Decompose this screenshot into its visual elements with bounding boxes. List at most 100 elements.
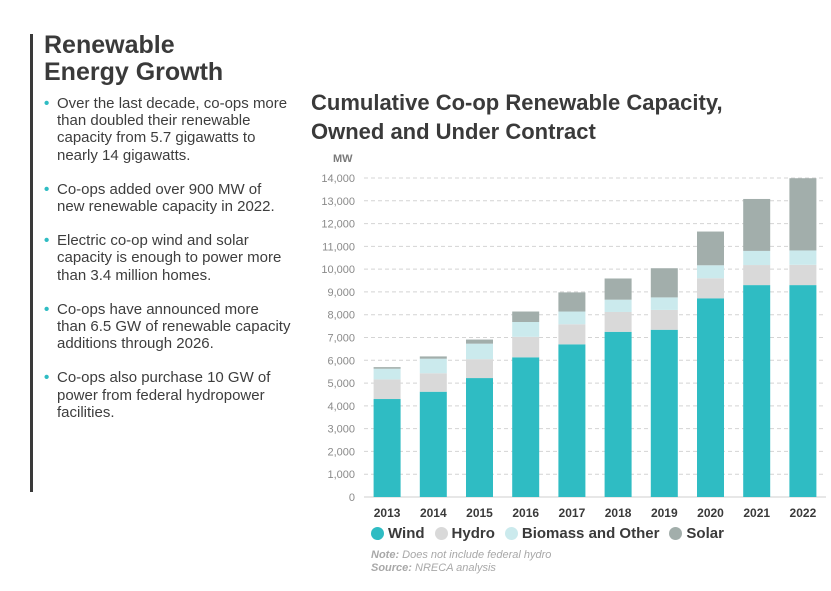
y-tick-label: 8,000 bbox=[327, 310, 355, 322]
bar-solar-2020 bbox=[697, 231, 724, 266]
bullet-item: • Co-ops also purchase 10 GW of power fro… bbox=[44, 369, 292, 421]
bar-solar-2013 bbox=[373, 367, 401, 369]
chart-title-line-2: Owned and Under Contract bbox=[311, 119, 596, 144]
bar-solar-2018 bbox=[604, 278, 632, 300]
y-tick-label: 0 bbox=[349, 492, 355, 504]
legend-label-biomass: Biomass and Other bbox=[521, 525, 660, 542]
bar-solar-2014 bbox=[419, 356, 447, 359]
bar-biomass-2021 bbox=[743, 250, 771, 266]
legend-swatch-wind bbox=[371, 527, 384, 540]
bullet-dot-icon: • bbox=[44, 369, 50, 387]
bar-hydro-2016 bbox=[512, 336, 540, 358]
bar-biomass-2020 bbox=[697, 265, 724, 279]
bar-solar-2019 bbox=[650, 268, 678, 298]
bar-wind-2020 bbox=[697, 298, 724, 497]
bar-solar-2015 bbox=[466, 339, 493, 344]
bar-hydro-2014 bbox=[419, 373, 447, 392]
x-tick-label: 2016 bbox=[512, 506, 539, 520]
bullet-text: Co-ops also purchase 10 GW of power from… bbox=[57, 369, 271, 421]
y-tick-label: 3,000 bbox=[327, 424, 355, 436]
legend-item-wind: Wind bbox=[371, 525, 425, 542]
bar-biomass-2018 bbox=[604, 299, 632, 312]
section-title-line-1: Renewable bbox=[44, 31, 175, 59]
bar-solar-2022 bbox=[789, 178, 817, 251]
bar-hydro-2019 bbox=[650, 309, 678, 330]
chart-note: Note: Does not include federal hydro Sou… bbox=[371, 549, 551, 575]
bar-biomass-2016 bbox=[512, 322, 540, 337]
bar-biomass-2015 bbox=[466, 343, 493, 360]
legend-item-biomass: Biomass and Other bbox=[504, 525, 660, 542]
bar-biomass-2017 bbox=[558, 311, 586, 325]
source-line: Source: NRECA analysis bbox=[371, 562, 551, 575]
bullet-text: Co-ops added over 900 MW of new renewabl… bbox=[57, 180, 275, 216]
bar-solar-2016 bbox=[512, 311, 540, 323]
bar-wind-2017 bbox=[558, 344, 586, 497]
bar-wind-2021 bbox=[743, 285, 771, 497]
y-tick-label: 5,000 bbox=[327, 378, 355, 390]
y-tick-label: 7,000 bbox=[327, 333, 355, 345]
bar-biomass-2019 bbox=[650, 297, 678, 310]
source-text: NRECA analysis bbox=[415, 562, 496, 574]
legend-swatch-biomass bbox=[504, 527, 518, 540]
bar-hydro-2020 bbox=[697, 278, 724, 299]
bar-hydro-2017 bbox=[558, 324, 586, 345]
bullet-text: Electric co-op wind and solar capacity i… bbox=[57, 232, 282, 284]
y-tick-label: 13,000 bbox=[321, 196, 355, 208]
chart-legend: Wind Hydro Biomass and Other Solar bbox=[371, 525, 734, 542]
source-label: Source: bbox=[371, 562, 412, 574]
bar-wind-2015 bbox=[466, 378, 493, 497]
bullet-dot-icon: • bbox=[44, 95, 50, 112]
note-label: Note: bbox=[371, 549, 400, 561]
bar-wind-2013 bbox=[373, 399, 401, 497]
y-axis-label: MW bbox=[333, 153, 353, 165]
x-tick-label: 2019 bbox=[651, 506, 678, 520]
bullet-item: • Over the last decade, co-ops more than … bbox=[44, 95, 292, 164]
legend-label-hydro: Hydro bbox=[451, 525, 495, 542]
x-tick-label: 2017 bbox=[559, 506, 586, 520]
y-tick-label: 14,000 bbox=[321, 173, 355, 185]
bar-biomass-2022 bbox=[789, 250, 817, 265]
bullet-dot-icon: • bbox=[44, 232, 50, 250]
bar-solar-2017 bbox=[558, 292, 586, 312]
bar-hydro-2018 bbox=[604, 311, 632, 332]
y-tick-label: 4,000 bbox=[327, 401, 355, 413]
x-tick-label: 2015 bbox=[466, 506, 493, 520]
y-tick-label: 9,000 bbox=[327, 287, 355, 299]
bar-biomass-2013 bbox=[373, 368, 401, 380]
x-tick-label: 2013 bbox=[374, 506, 401, 520]
y-tick-label: 11,000 bbox=[322, 241, 355, 253]
note-text: Does not include federal hydro bbox=[402, 549, 552, 561]
legend-item-hydro: Hydro bbox=[434, 525, 495, 542]
x-tick-label: 2021 bbox=[743, 506, 770, 520]
bar-hydro-2022 bbox=[789, 264, 817, 286]
x-tick-label: 2020 bbox=[697, 506, 724, 520]
x-tick-label: 2014 bbox=[420, 506, 447, 520]
bar-solar-2021 bbox=[743, 198, 771, 251]
y-tick-label: 12,000 bbox=[321, 219, 355, 231]
section-title-line-2: Energy Growth bbox=[44, 58, 224, 86]
bullet-item: • Electric co-op wind and solar capacity … bbox=[44, 232, 292, 284]
y-tick-label: 6,000 bbox=[327, 355, 355, 367]
legend-item-solar: Solar bbox=[669, 525, 724, 542]
bar-biomass-2014 bbox=[419, 358, 447, 374]
bar-wind-2016 bbox=[512, 357, 540, 497]
y-tick-label: 10,000 bbox=[321, 264, 355, 276]
bar-hydro-2013 bbox=[373, 379, 401, 400]
legend-label-solar: Solar bbox=[686, 525, 724, 542]
bullet-dot-icon: • bbox=[44, 180, 50, 198]
bar-wind-2014 bbox=[419, 391, 447, 497]
note-line: Note: Does not include federal hydro bbox=[371, 549, 551, 562]
bar-wind-2019 bbox=[650, 329, 678, 497]
bullet-list: • Over the last decade, co-ops more than … bbox=[44, 95, 292, 438]
y-tick-label: 2,000 bbox=[327, 446, 355, 458]
bullet-item: • Co-ops added over 900 MW of new renewab… bbox=[44, 181, 292, 215]
bullet-dot-icon: • bbox=[44, 300, 50, 318]
chart-title: Cumulative Co-op Renewable Capacity, Own… bbox=[311, 88, 826, 146]
bar-wind-2018 bbox=[604, 331, 632, 497]
chart-title-line-1: Cumulative Co-op Renewable Capacity, bbox=[311, 90, 723, 115]
bullet-text: Co-ops have announced more than 6.5 GW o… bbox=[57, 300, 291, 353]
legend-label-wind: Wind bbox=[388, 525, 425, 542]
bullet-item: • Co-ops have announced more than 6.5 GW … bbox=[44, 301, 292, 353]
bar-hydro-2021 bbox=[743, 265, 771, 286]
